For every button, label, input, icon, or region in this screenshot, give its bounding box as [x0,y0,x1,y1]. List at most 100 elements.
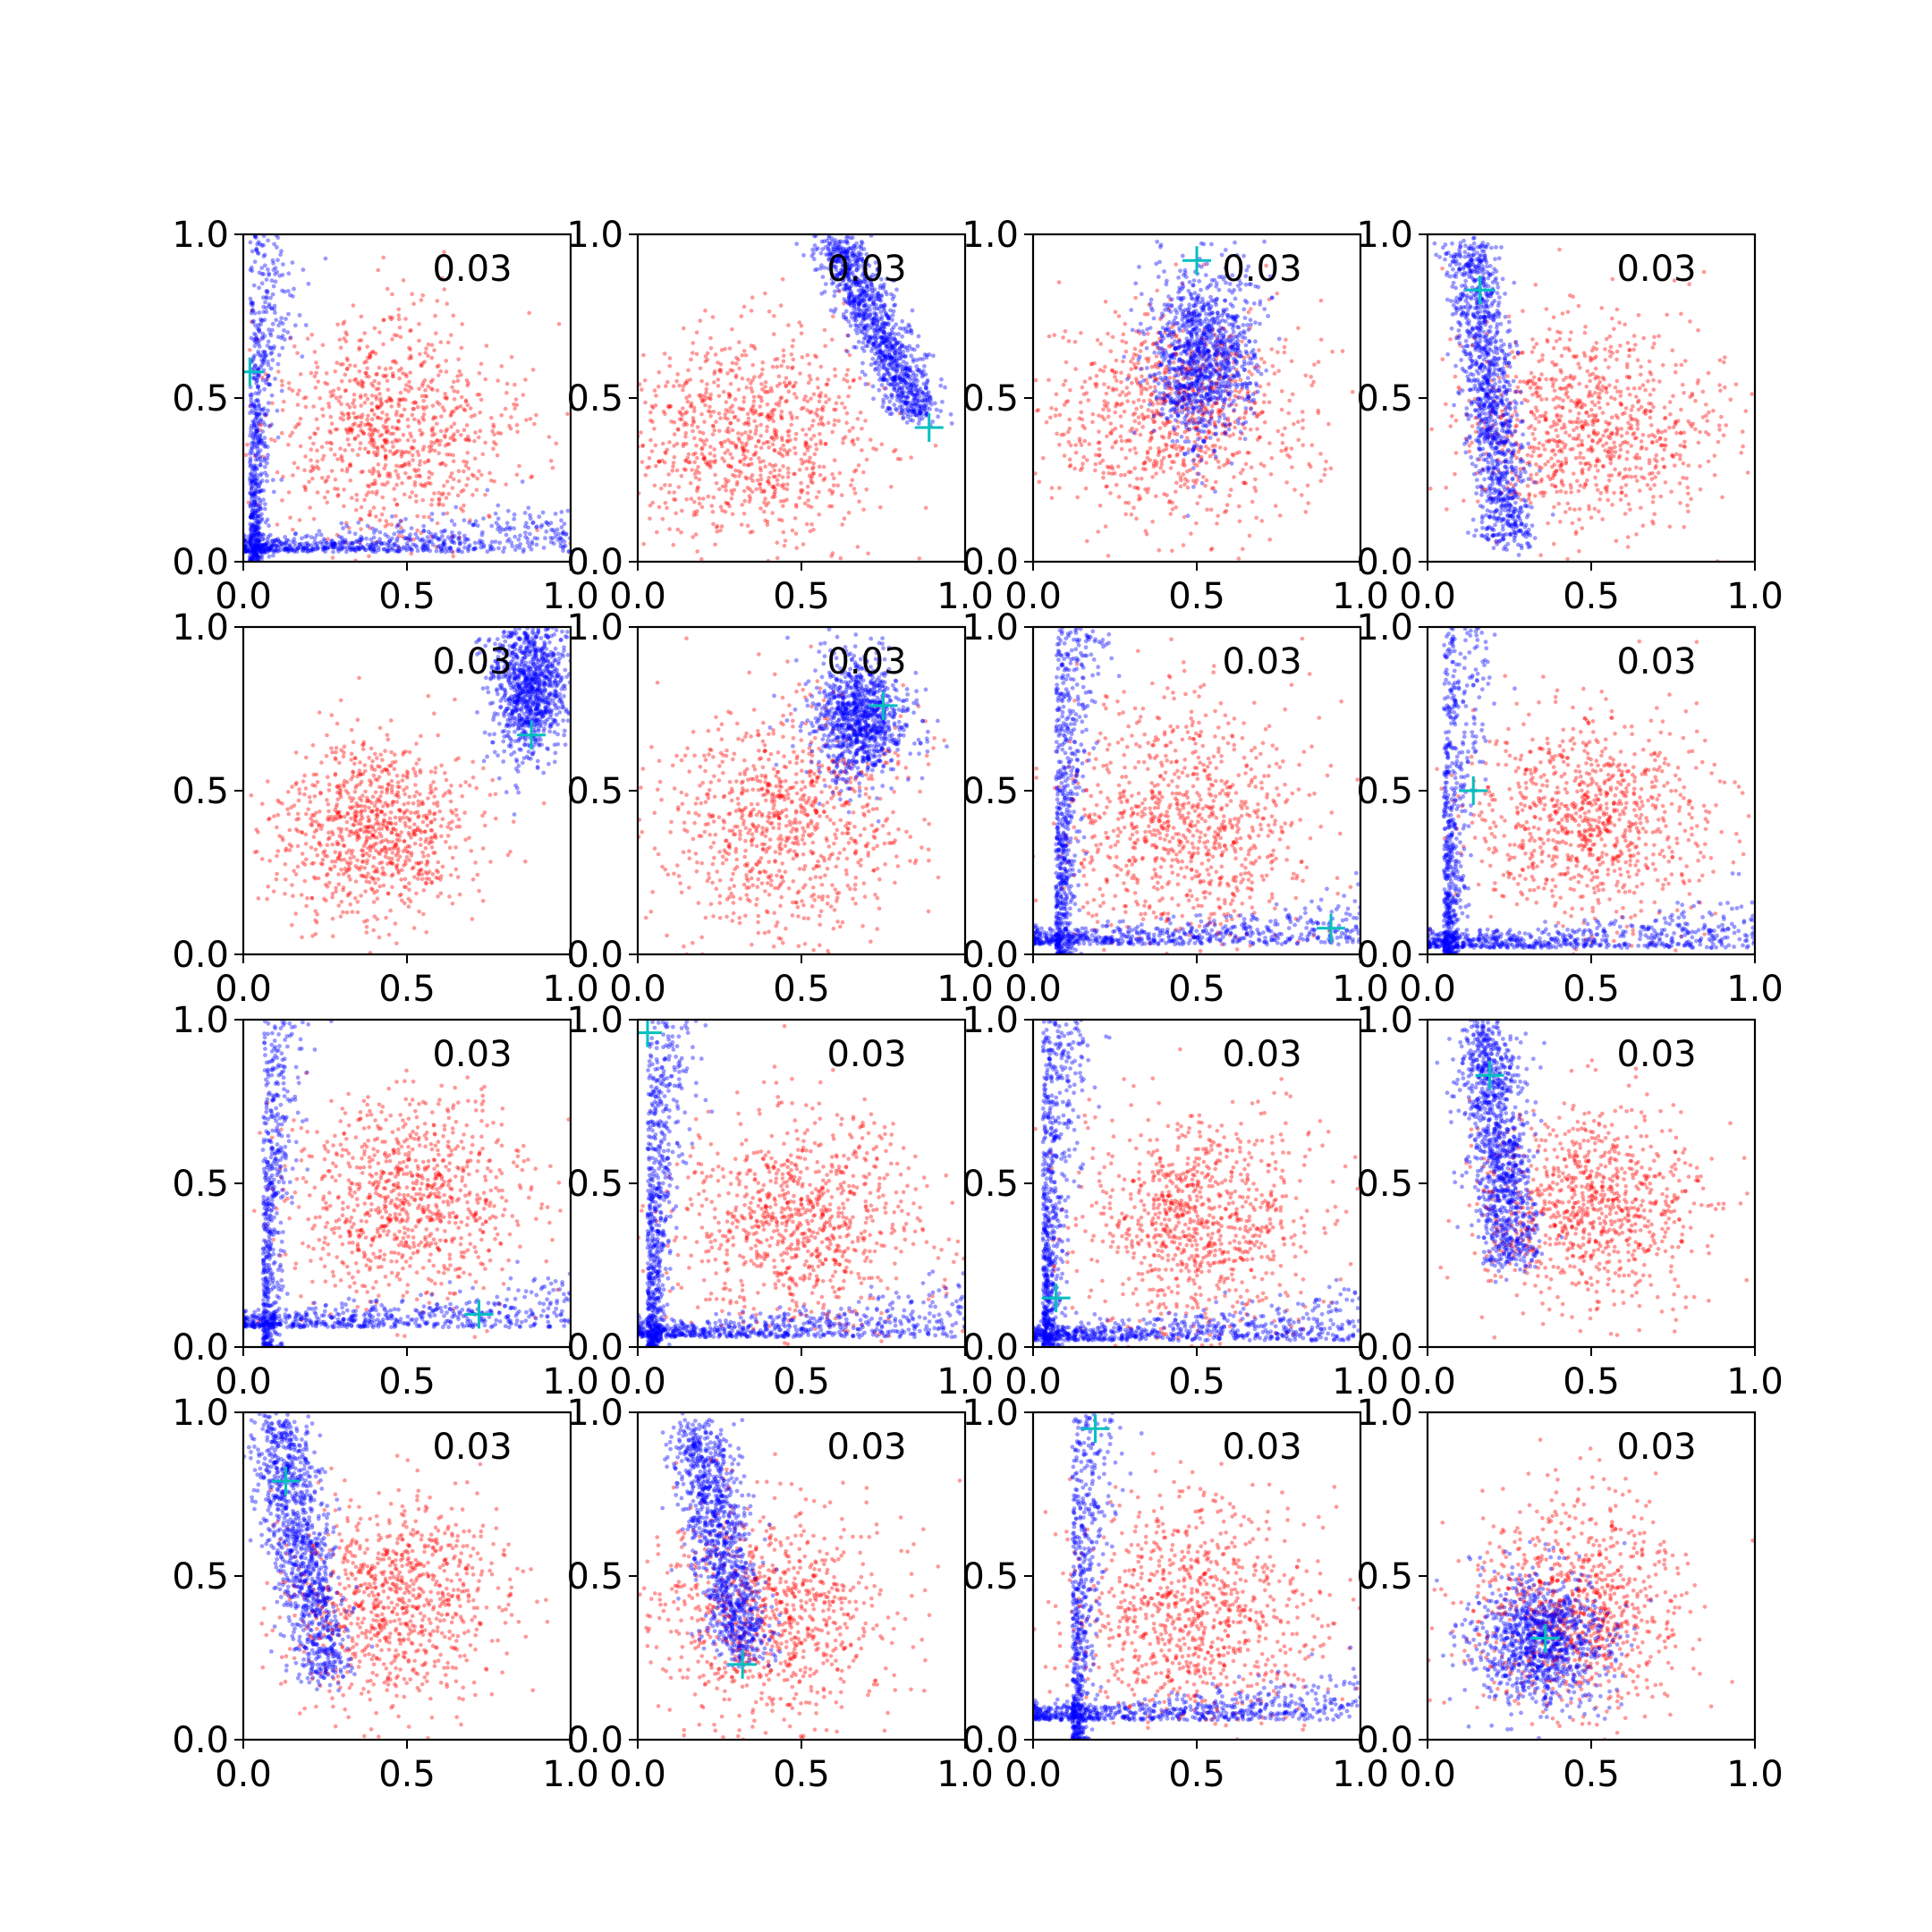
red-point [1121,359,1125,364]
red-point [1073,450,1079,455]
blue-point [265,537,270,542]
blue-point [258,462,263,468]
red-point [725,417,730,421]
blue-point [264,352,268,358]
blue-point [254,508,258,513]
red-point [694,512,699,517]
red-point [708,445,713,449]
blue-point [248,411,252,416]
red-point [736,357,741,362]
red-point [411,417,417,422]
blue-point [305,547,309,551]
red-point [1110,335,1115,340]
red-point [741,448,746,453]
blue-point [928,395,933,401]
blue-point [844,235,849,241]
red-point [745,449,750,453]
blue-point [562,539,567,544]
blue-point [262,334,267,339]
blue-point [257,310,262,315]
blue-point [862,295,867,301]
blue-point [907,368,912,373]
red-point [762,500,767,504]
red-point [852,442,856,447]
red-point [309,447,314,452]
blue-point [521,549,526,555]
blue-point [448,546,453,551]
blue-point [916,399,921,403]
blue-point [429,517,435,522]
red-point [724,484,728,489]
red-point [1057,412,1063,418]
blue-point [255,372,260,377]
red-point [368,353,372,358]
red-point [818,364,824,369]
blue-point [340,545,345,550]
blue-point [247,550,252,555]
red-point [684,380,689,386]
blue-point [887,411,893,417]
blue-point [889,327,894,332]
blue-point [360,546,366,551]
red-point [385,430,389,435]
red-point [1351,389,1355,394]
red-point [1301,418,1305,423]
blue-point [862,326,867,331]
red-point [826,397,832,402]
blue-point [250,534,255,539]
blue-point [551,528,555,532]
blue-point [843,254,848,259]
red-point [1035,408,1039,413]
blue-point [904,411,910,416]
red-point [436,402,442,407]
red-point [1216,437,1221,443]
blue-point [332,541,337,546]
blue-point [264,296,269,301]
red-point [1216,460,1221,464]
red-point [1250,372,1254,377]
red-point [430,377,436,383]
blue-point [893,377,898,382]
red-point [821,422,826,428]
red-point [455,378,461,384]
blue-point [408,537,413,541]
blue-point [876,351,880,356]
red-point [773,474,777,479]
red-point [751,394,757,400]
red-point [861,507,866,512]
red-point [676,485,682,489]
blue-point [871,396,876,402]
blue-point [894,397,900,402]
blue-point [352,547,358,553]
blue-point [909,353,914,359]
red-point [751,453,756,457]
red-point [664,451,668,455]
blue-point [394,524,400,530]
red-point [832,476,836,481]
blue-point [885,344,889,349]
red-point [275,470,280,475]
red-point [335,494,341,498]
red-point [844,420,849,426]
blue-point [259,471,264,476]
red-point [451,313,456,318]
blue-point [915,343,920,349]
blue-point [292,537,297,542]
red-point [352,411,356,416]
subplot-3: 0.00.00.50.51.01.00.03 [962,215,1388,617]
red-point [657,385,661,389]
blue-point [884,335,889,340]
blue-point [262,263,267,268]
red-point [779,436,784,440]
red-point [802,459,807,464]
red-point [273,438,277,444]
panel-annotation: 0.03 [432,249,512,290]
red-point [807,473,812,478]
blue-point [449,549,454,554]
red-point [487,470,492,476]
red-point [1290,465,1294,470]
blue-point [250,268,255,274]
red-point [414,499,419,504]
red-point [396,369,402,373]
blue-point [839,255,844,260]
